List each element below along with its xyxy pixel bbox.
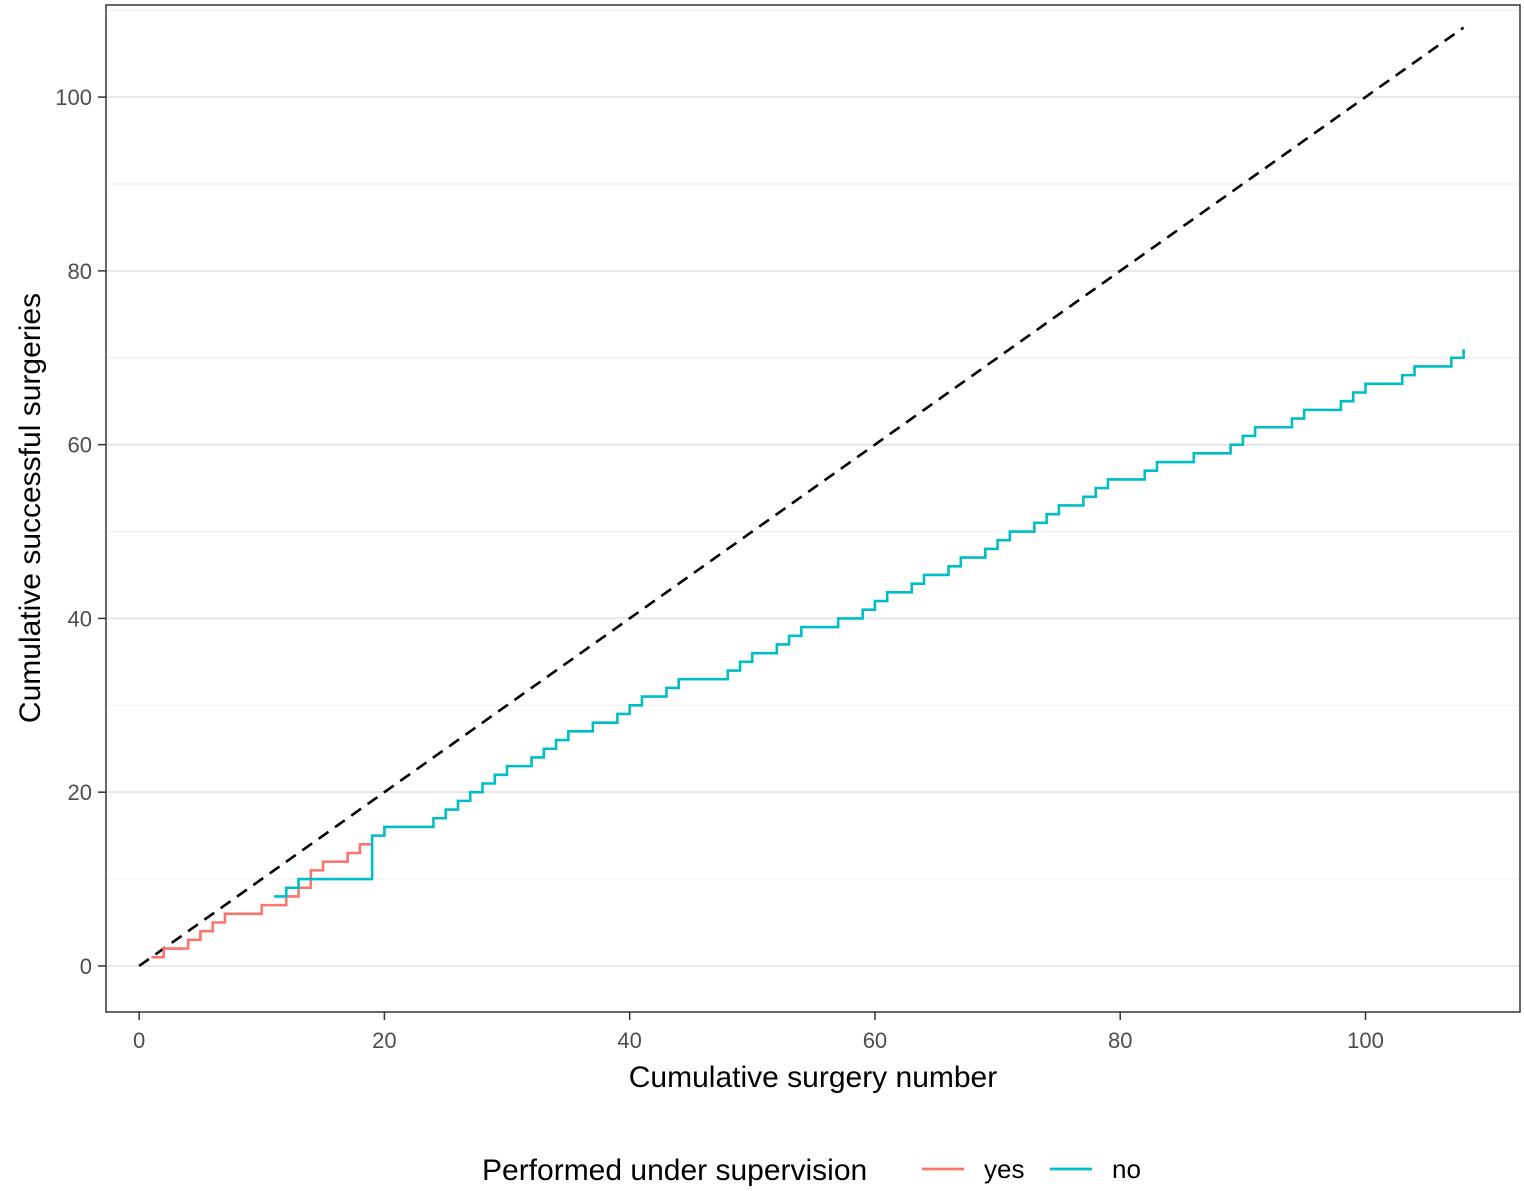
legend-entry-yes: yes <box>922 1154 1024 1184</box>
gridlines <box>106 9 1520 967</box>
series-line-yes <box>151 843 373 959</box>
x-tick-label: 80 <box>1108 1028 1132 1053</box>
legend-entry-no: no <box>1050 1154 1141 1184</box>
legend: Performed under supervision yes no <box>482 1154 1141 1187</box>
x-tick-label: 100 <box>1347 1028 1384 1053</box>
series-line-no <box>274 349 1465 898</box>
legend-label-no: no <box>1112 1154 1141 1184</box>
x-axis-label: Cumulative surgery number <box>629 1061 997 1094</box>
x-tick-label: 0 <box>133 1028 145 1053</box>
x-tick-label: 20 <box>372 1028 396 1053</box>
plot-panel-border <box>105 4 1521 1013</box>
x-axis-ticks: 0 20 40 60 80 100 <box>133 1012 1384 1053</box>
y-tick-label: 40 <box>68 606 92 631</box>
x-tick-label: 60 <box>863 1028 887 1053</box>
series-layer <box>151 349 1465 959</box>
reference-line-layer <box>138 26 1465 968</box>
y-tick-label: 100 <box>55 85 92 110</box>
y-tick-label: 0 <box>80 954 92 979</box>
y-axis-label: Cumulative successful surgeries <box>14 293 47 723</box>
x-tick-label: 40 <box>617 1028 641 1053</box>
y-tick-label: 80 <box>68 259 92 284</box>
y-axis-ticks: 0 20 40 60 80 100 <box>55 85 106 979</box>
reference-diagonal-line <box>138 26 1465 968</box>
legend-label-yes: yes <box>984 1154 1024 1184</box>
y-tick-label: 60 <box>68 433 92 458</box>
legend-entries: yes no <box>922 1154 1141 1184</box>
y-tick-label: 20 <box>68 780 92 805</box>
legend-title: Performed under supervision <box>482 1154 867 1187</box>
